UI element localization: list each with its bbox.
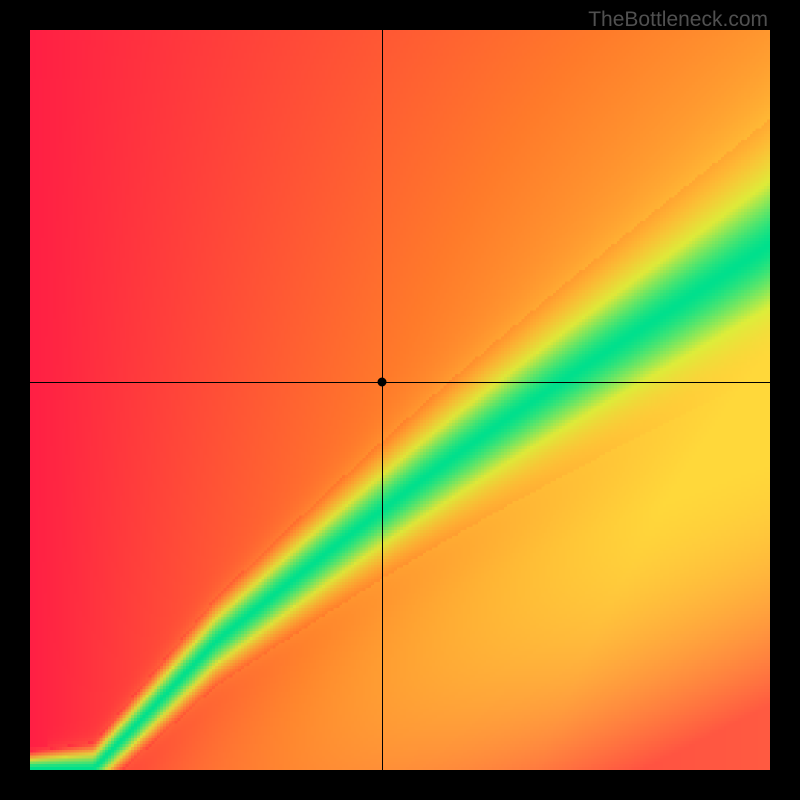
crosshair-vertical: [382, 30, 383, 770]
data-point-marker: [377, 377, 386, 386]
crosshair-horizontal: [30, 382, 770, 383]
heatmap-plot: [30, 30, 770, 770]
watermark-text: TheBottleneck.com: [588, 8, 768, 32]
heatmap-canvas: [30, 30, 770, 770]
